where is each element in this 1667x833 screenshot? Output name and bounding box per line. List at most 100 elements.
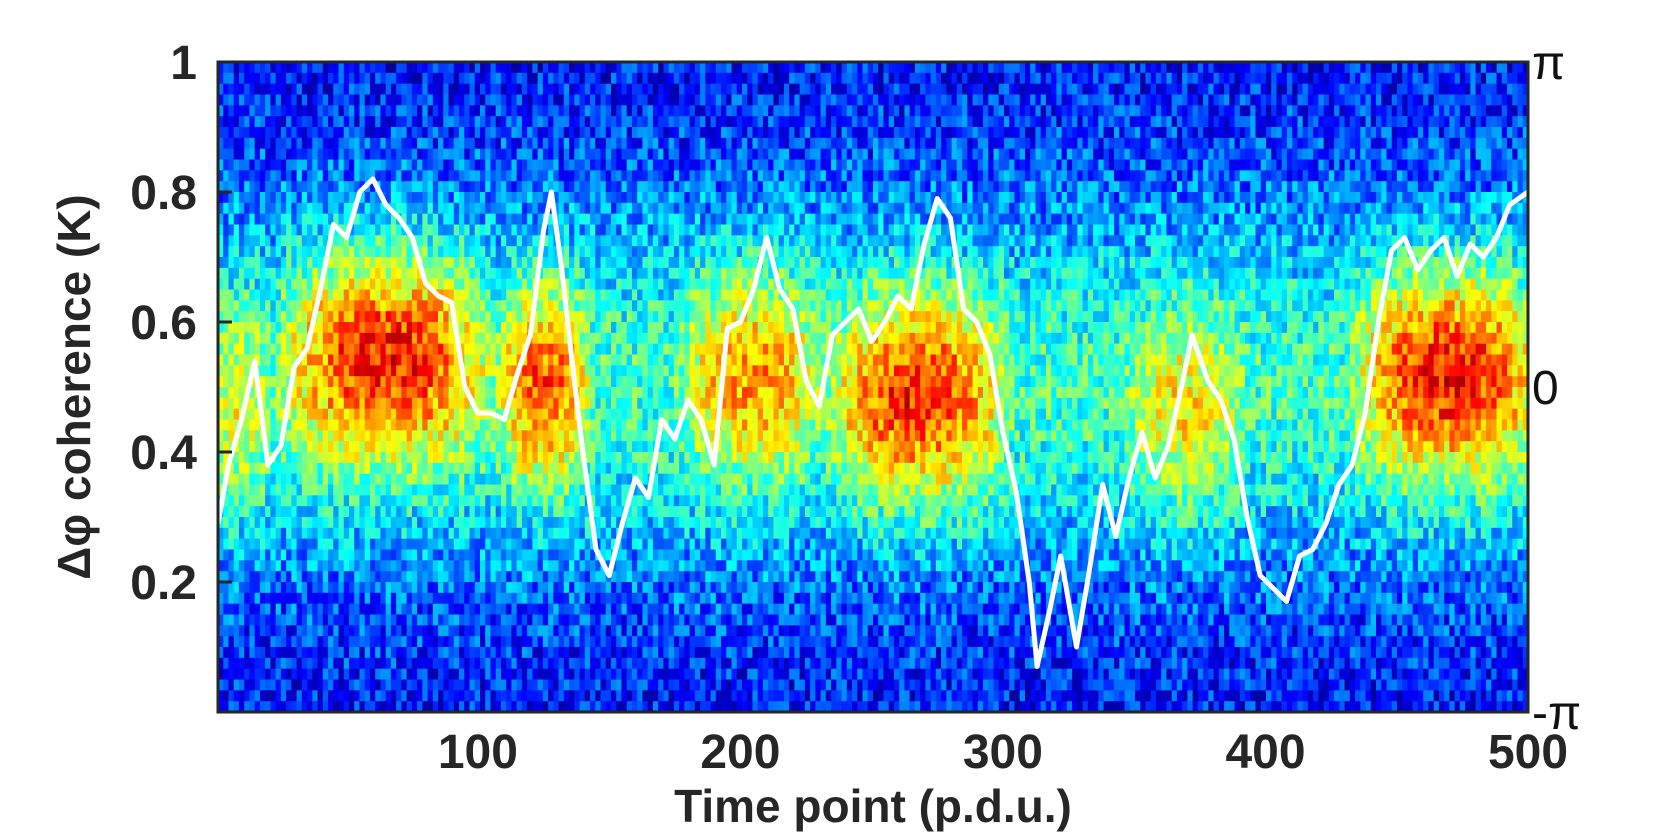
heatmap-cell bbox=[480, 658, 486, 669]
heatmap-cell bbox=[328, 398, 334, 409]
heatmap-cell bbox=[286, 593, 292, 604]
heatmap-cell bbox=[307, 658, 313, 669]
heatmap-cell bbox=[391, 376, 397, 387]
heatmap-cell bbox=[354, 680, 360, 691]
heatmap-cell bbox=[260, 192, 266, 203]
heatmap-cell bbox=[396, 95, 402, 106]
heatmap-cell bbox=[454, 420, 460, 431]
heatmap-cell bbox=[244, 517, 250, 528]
heatmap-cell bbox=[370, 311, 376, 322]
heatmap-cell bbox=[464, 495, 470, 506]
heatmap-cell bbox=[312, 669, 318, 680]
heatmap-cell bbox=[438, 181, 444, 192]
heatmap-cell bbox=[391, 441, 397, 452]
heatmap-cell bbox=[380, 495, 386, 506]
heatmap-cell bbox=[354, 517, 360, 528]
heatmap-cell bbox=[244, 463, 250, 474]
heatmap-cell bbox=[391, 257, 397, 268]
heatmap-cell bbox=[407, 593, 413, 604]
heatmap-cell bbox=[464, 441, 470, 452]
heatmap-cell bbox=[380, 170, 386, 181]
heatmap-cell bbox=[422, 669, 428, 680]
heatmap-cell bbox=[422, 636, 428, 647]
heatmap-cell bbox=[297, 474, 303, 485]
heatmap-cell bbox=[433, 690, 439, 701]
heatmap-cell bbox=[297, 73, 303, 84]
heatmap-cell bbox=[260, 550, 266, 561]
heatmap-cell bbox=[428, 138, 434, 149]
heatmap-cell bbox=[401, 625, 407, 636]
heatmap-cell bbox=[375, 571, 381, 582]
heatmap-cell bbox=[349, 658, 355, 669]
heatmap-cell bbox=[438, 647, 444, 658]
heatmap-cell bbox=[260, 355, 266, 366]
heatmap-cell bbox=[344, 582, 350, 593]
heatmap-cell bbox=[255, 300, 261, 311]
heatmap-cell bbox=[255, 539, 261, 550]
heatmap-cell bbox=[281, 225, 287, 236]
heatmap-cell bbox=[260, 593, 266, 604]
heatmap-cell bbox=[490, 95, 496, 106]
heatmap-cell bbox=[302, 441, 308, 452]
heatmap-cell bbox=[270, 604, 276, 615]
heatmap-cell bbox=[249, 333, 255, 344]
heatmap-cell bbox=[480, 235, 486, 246]
heatmap-cell bbox=[249, 495, 255, 506]
heatmap-cell bbox=[270, 311, 276, 322]
heatmap-cell bbox=[375, 344, 381, 355]
heatmap-cell bbox=[249, 441, 255, 452]
heatmap-cell bbox=[286, 560, 292, 571]
heatmap-cell bbox=[344, 571, 350, 582]
heatmap-cell bbox=[391, 452, 397, 463]
heatmap-cell bbox=[312, 690, 318, 701]
heatmap-cell bbox=[433, 116, 439, 127]
heatmap-cell bbox=[270, 528, 276, 539]
heatmap-cell bbox=[260, 463, 266, 474]
heatmap-cell bbox=[223, 344, 229, 355]
heatmap-cell bbox=[391, 571, 397, 582]
heatmap-cell bbox=[286, 506, 292, 517]
heatmap-cell bbox=[386, 322, 392, 333]
heatmap-cell bbox=[475, 387, 481, 398]
heatmap-cell bbox=[297, 62, 303, 73]
heatmap-cell bbox=[323, 636, 329, 647]
heatmap-cell bbox=[255, 690, 261, 701]
heatmap-cell bbox=[354, 398, 360, 409]
heatmap-cell bbox=[417, 398, 423, 409]
heatmap-cell bbox=[480, 105, 486, 116]
heatmap-cell bbox=[470, 636, 476, 647]
heatmap-cell bbox=[260, 246, 266, 257]
heatmap-cell bbox=[443, 615, 449, 626]
heatmap-cell bbox=[449, 680, 455, 691]
heatmap-cell bbox=[318, 636, 324, 647]
heatmap-cell bbox=[475, 636, 481, 647]
heatmap-cell bbox=[480, 333, 486, 344]
heatmap-cell bbox=[496, 105, 502, 116]
heatmap-cell bbox=[433, 463, 439, 474]
heatmap-cell bbox=[464, 463, 470, 474]
heatmap-cell bbox=[328, 73, 334, 84]
heatmap-cell bbox=[485, 517, 491, 528]
heatmap-cell bbox=[239, 290, 245, 301]
heatmap-cell bbox=[422, 582, 428, 593]
heatmap-cell bbox=[407, 669, 413, 680]
heatmap-cell bbox=[470, 376, 476, 387]
heatmap-cell bbox=[422, 246, 428, 257]
heatmap-cell bbox=[328, 387, 334, 398]
heatmap-cell bbox=[370, 365, 376, 376]
heatmap-cell bbox=[307, 517, 313, 528]
heatmap-cell bbox=[328, 127, 334, 138]
heatmap-cell bbox=[407, 604, 413, 615]
heatmap-cell bbox=[281, 105, 287, 116]
heatmap-cell bbox=[276, 311, 282, 322]
heatmap-cell bbox=[412, 647, 418, 658]
heatmap-cell bbox=[396, 170, 402, 181]
heatmap-cell bbox=[297, 181, 303, 192]
heatmap-cell bbox=[344, 105, 350, 116]
heatmap-cell bbox=[396, 485, 402, 496]
heatmap-cell bbox=[396, 160, 402, 171]
heatmap-cell bbox=[323, 290, 329, 301]
heatmap-cell bbox=[485, 495, 491, 506]
heatmap-cell bbox=[281, 560, 287, 571]
heatmap-cell bbox=[412, 333, 418, 344]
